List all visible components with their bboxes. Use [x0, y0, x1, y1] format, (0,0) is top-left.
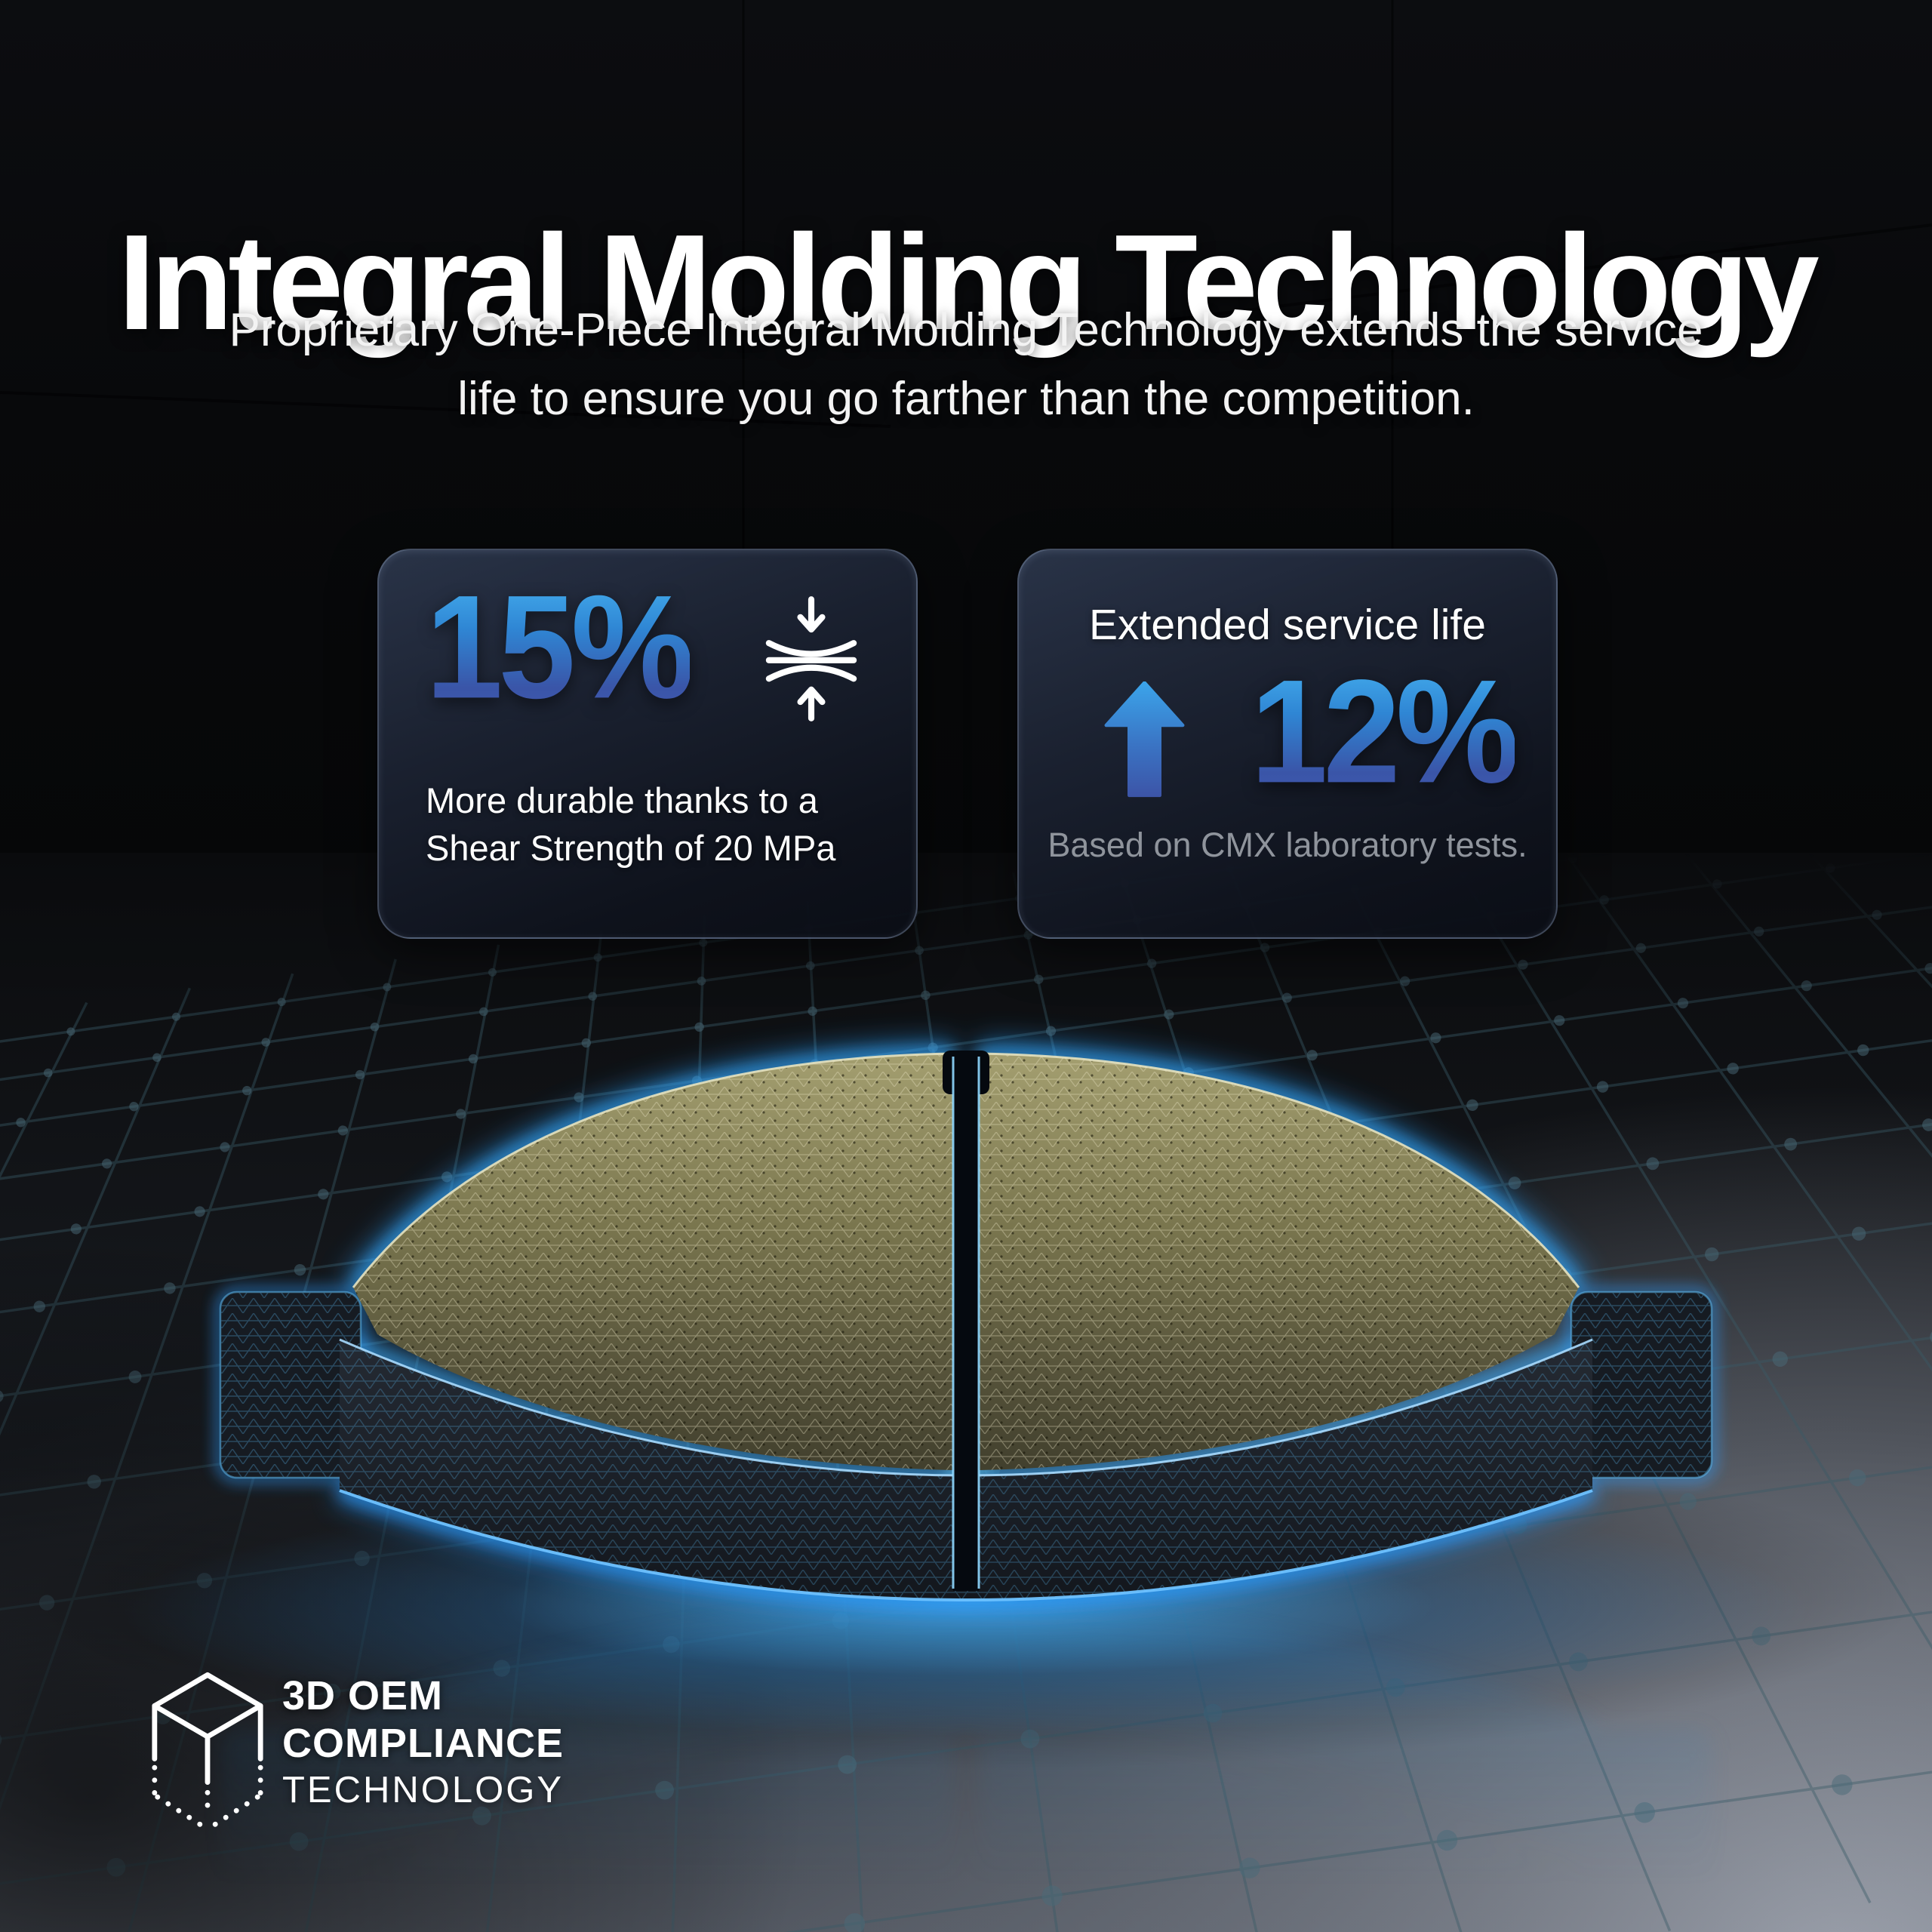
- logo-text: 3D OEM COMPLIANCE TECHNOLOGY: [282, 1675, 564, 1809]
- center-groove: [943, 1051, 989, 1591]
- service-life-stat-card: Extended service life 12% Based on CMX l…: [1017, 549, 1558, 939]
- wireframe-cube-icon: [152, 1672, 263, 1829]
- durability-description: More durable thanks to a Shear Strength …: [426, 777, 835, 872]
- durability-description-line-1: More durable thanks to a: [426, 780, 818, 820]
- logo-line-3: TECHNOLOGY: [282, 1770, 565, 1810]
- durability-stat-card: 15% More durable thanks to a Shear Stren…: [377, 549, 918, 939]
- service-life-footnote: Based on CMX laboratory tests.: [1048, 826, 1527, 864]
- subtitle: Proprietary One-Piece Integral Molding T…: [0, 296, 1932, 433]
- subtitle-line-1: Proprietary One-Piece Integral Molding T…: [229, 304, 1703, 356]
- page-title: Integral Molding Technology: [118, 206, 1820, 358]
- service-life-stat-value: 12%: [1251, 648, 1519, 814]
- service-life-heading: Extended service life: [1089, 601, 1486, 649]
- durability-description-line-2: Shear Strength of 20 MPa: [426, 828, 836, 868]
- subtitle-line-2: life to ensure you go farther than the c…: [457, 373, 1475, 425]
- compression-icon: [765, 596, 857, 721]
- logo-line-2: COMPLIANCE: [282, 1721, 564, 1766]
- arrow-up-icon: [1104, 681, 1185, 798]
- studio-wall: [0, 0, 1932, 906]
- durability-stat-value: 15%: [426, 564, 694, 729]
- logo-line-1: 3D OEM: [282, 1673, 444, 1718]
